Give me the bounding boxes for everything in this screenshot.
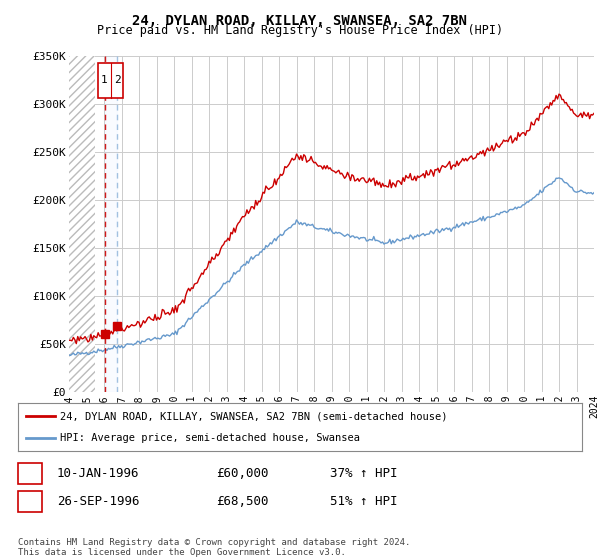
- Text: 10-JAN-1996: 10-JAN-1996: [57, 466, 139, 480]
- Text: 37% ↑ HPI: 37% ↑ HPI: [330, 466, 398, 480]
- Text: HPI: Average price, semi-detached house, Swansea: HPI: Average price, semi-detached house,…: [60, 433, 360, 443]
- FancyBboxPatch shape: [98, 63, 123, 98]
- Text: 51% ↑ HPI: 51% ↑ HPI: [330, 494, 398, 508]
- Text: 1: 1: [100, 76, 107, 85]
- Text: £68,500: £68,500: [216, 494, 269, 508]
- Text: Contains HM Land Registry data © Crown copyright and database right 2024.
This d: Contains HM Land Registry data © Crown c…: [18, 538, 410, 557]
- Text: 2: 2: [26, 494, 34, 508]
- Text: 2: 2: [114, 76, 121, 85]
- Text: 26-SEP-1996: 26-SEP-1996: [57, 494, 139, 508]
- Text: 24, DYLAN ROAD, KILLAY, SWANSEA, SA2 7BN (semi-detached house): 24, DYLAN ROAD, KILLAY, SWANSEA, SA2 7BN…: [60, 411, 448, 421]
- Text: 24, DYLAN ROAD, KILLAY, SWANSEA, SA2 7BN: 24, DYLAN ROAD, KILLAY, SWANSEA, SA2 7BN: [133, 14, 467, 28]
- Text: Price paid vs. HM Land Registry's House Price Index (HPI): Price paid vs. HM Land Registry's House …: [97, 24, 503, 36]
- Text: £60,000: £60,000: [216, 466, 269, 480]
- Text: 1: 1: [26, 466, 34, 480]
- Bar: [104, 56, 117, 392]
